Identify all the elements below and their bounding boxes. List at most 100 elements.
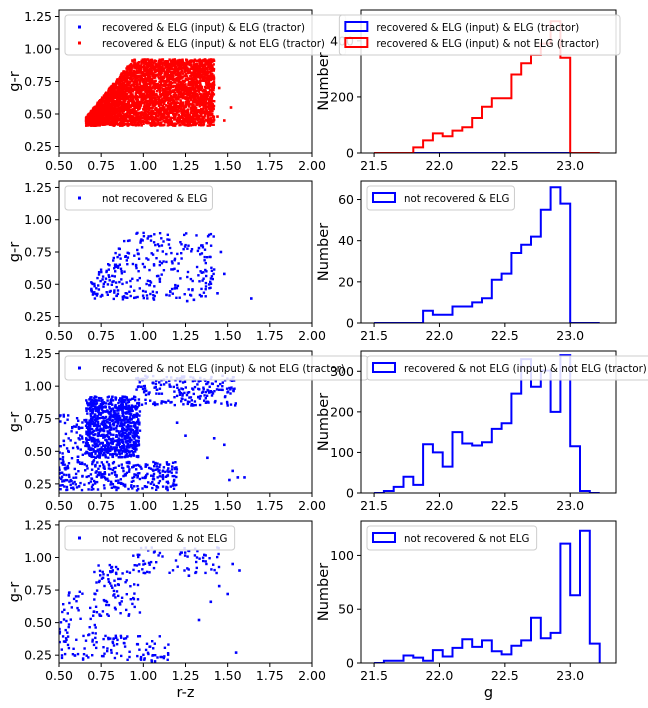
scatter-point <box>169 91 173 94</box>
scatter-point <box>156 243 160 246</box>
x-tick-label: 23.0 <box>556 158 584 173</box>
scatter-point <box>157 118 160 121</box>
scatter-point <box>133 96 136 99</box>
scatter-point <box>148 85 152 89</box>
scatter-point <box>207 97 211 101</box>
scatter-point <box>190 111 193 114</box>
scatter-point <box>207 65 210 69</box>
scatter-point <box>88 419 91 422</box>
scatter-point <box>161 91 165 95</box>
scatter-point <box>161 64 164 68</box>
scatter-point <box>194 122 198 125</box>
scatter-point <box>198 79 202 83</box>
scatter-point <box>167 76 171 79</box>
scatter-point <box>148 109 151 112</box>
scatter-point <box>106 98 109 102</box>
scatter-point <box>96 121 99 125</box>
scatter-point <box>205 118 208 122</box>
scatter-point <box>125 102 128 106</box>
scatter-point <box>145 61 148 65</box>
scatter-point <box>96 108 100 112</box>
scatter-point <box>208 107 211 110</box>
scatter-point <box>117 107 120 110</box>
scatter-point <box>172 106 175 110</box>
scatter-point <box>110 94 113 98</box>
scatter-point <box>208 124 212 127</box>
scatter-point <box>184 83 187 86</box>
scatter-point <box>117 92 120 95</box>
scatter-point <box>93 445 97 449</box>
scatter-point <box>134 96 138 100</box>
scatter-point <box>127 73 130 77</box>
scatter-point <box>115 87 118 90</box>
scatter-point <box>165 91 168 95</box>
scatter-point <box>198 99 201 102</box>
scatter-point <box>160 86 163 89</box>
scatter-point <box>198 87 201 91</box>
scatter-point <box>189 82 192 85</box>
scatter-point <box>205 91 209 94</box>
scatter-point <box>200 121 203 124</box>
scatter-point <box>201 118 204 121</box>
scatter-point <box>160 83 163 87</box>
scatter-point <box>87 121 90 124</box>
scatter-point <box>134 87 137 91</box>
scatter-point <box>177 262 180 265</box>
scatter-point <box>145 86 149 90</box>
scatter-point <box>204 103 207 107</box>
scatter-point <box>128 88 132 91</box>
scatter-point <box>194 66 197 70</box>
scatter-point <box>129 85 132 88</box>
scatter-point <box>187 84 190 87</box>
scatter-point <box>213 268 216 271</box>
scatter-point <box>170 97 173 100</box>
scatter-point <box>195 74 198 77</box>
scatter-point <box>165 64 168 67</box>
scatter-point <box>183 293 186 296</box>
scatter-point <box>169 110 172 113</box>
scatter-point <box>113 263 117 266</box>
scatter-point <box>127 115 130 118</box>
legend-marker <box>78 25 81 29</box>
scatter-point <box>88 120 91 123</box>
scatter-point <box>200 114 203 118</box>
scatter-point <box>191 101 195 104</box>
scatter-point <box>158 111 161 114</box>
scatter-point <box>112 256 115 260</box>
scatter-point <box>173 58 176 61</box>
scatter-point <box>113 289 116 292</box>
scatter-point <box>134 296 137 299</box>
scatter-point <box>147 258 150 261</box>
scatter-point <box>202 78 205 82</box>
scatter-point <box>171 109 174 113</box>
scatter-point <box>119 74 123 77</box>
scatter-point <box>167 115 171 118</box>
scatter-point <box>176 101 180 104</box>
scatter-point <box>112 112 115 116</box>
scatter-point <box>162 69 166 73</box>
chart-panel-5: 0.50 0.75 1.00 1.25 1.50 1.75 2.000.250.500.75… <box>7 346 369 513</box>
scatter-point <box>86 401 89 404</box>
scatter-point <box>181 76 184 79</box>
scatter-point <box>196 76 200 79</box>
scatter-point <box>132 77 135 80</box>
scatter-point <box>186 118 190 121</box>
scatter-point <box>130 95 133 98</box>
scatter-point <box>126 111 129 115</box>
plot-area <box>59 374 246 492</box>
scatter-point <box>116 103 119 106</box>
scatter-point <box>127 252 131 255</box>
scatter-point <box>94 292 97 296</box>
scatter-point <box>148 116 151 119</box>
scatter-point <box>186 270 190 274</box>
scatter-point <box>112 116 115 119</box>
scatter-point <box>146 63 149 66</box>
scatter-point <box>174 93 177 97</box>
scatter-point <box>153 233 156 236</box>
scatter-point <box>173 63 176 66</box>
scatter-point <box>161 124 165 127</box>
scatter-point <box>158 232 162 235</box>
scatter-point <box>146 110 149 113</box>
scatter-point <box>141 289 145 293</box>
scatter-point <box>168 70 171 73</box>
